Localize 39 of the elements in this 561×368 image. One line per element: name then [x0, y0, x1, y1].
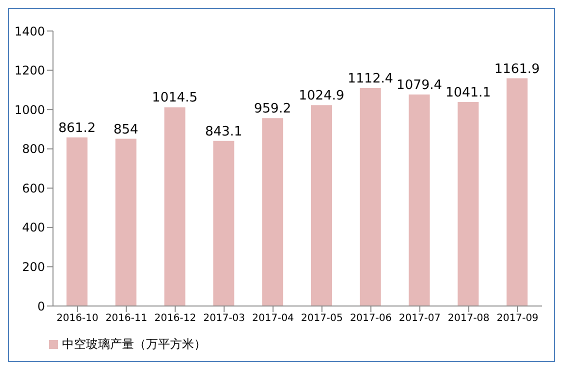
x-tick-label: 2017-05: [301, 313, 343, 324]
bar: [66, 136, 88, 306]
data-label: 1041.1: [445, 86, 491, 100]
bar: [408, 93, 431, 306]
data-label: 854: [113, 122, 138, 138]
y-tick-label: 400: [22, 220, 45, 235]
bar: [114, 138, 138, 306]
y-tick-label: 1000: [14, 102, 45, 117]
x-tick-label: 2017-04: [252, 313, 294, 324]
y-tick-label: 600: [22, 181, 45, 196]
data-label: 1112.4: [348, 71, 394, 86]
data-label: 1014.5: [152, 90, 198, 106]
data-label: 1024.9: [298, 88, 344, 104]
y-tick-label: 1400: [14, 24, 45, 38]
bar: [358, 86, 382, 306]
x-tick-label: 2017-06: [350, 313, 392, 324]
data-label: 861.2: [58, 120, 96, 136]
y-tick-label: 200: [22, 260, 45, 274]
y-tick-label: 0: [37, 299, 45, 314]
bar: [506, 77, 529, 306]
bar: [212, 140, 236, 306]
y-tick-label: 1200: [14, 64, 45, 78]
y-tick-label: 800: [22, 142, 45, 156]
x-tick-label: 2016-12: [154, 313, 196, 324]
x-tick-label: 2017-07: [398, 313, 441, 324]
bar: [310, 104, 333, 306]
data-label: 843.1: [205, 124, 242, 140]
x-tick-label: 2017-08: [448, 313, 490, 324]
x-tick-label: 2016-11: [105, 313, 148, 324]
legend-label: 中空玻璃产量（万平方米）: [62, 337, 206, 351]
bar: [456, 101, 480, 306]
data-label: 1079.4: [396, 78, 442, 93]
x-tick-label: 2017-03: [203, 313, 246, 324]
data-label: 1161.9: [494, 62, 540, 77]
bar: [163, 106, 186, 306]
x-tick-label: 2017-09: [496, 313, 538, 324]
x-tick-label: 2016-10: [56, 313, 98, 324]
bar: [261, 117, 284, 306]
data-label: 959.2: [254, 102, 292, 117]
